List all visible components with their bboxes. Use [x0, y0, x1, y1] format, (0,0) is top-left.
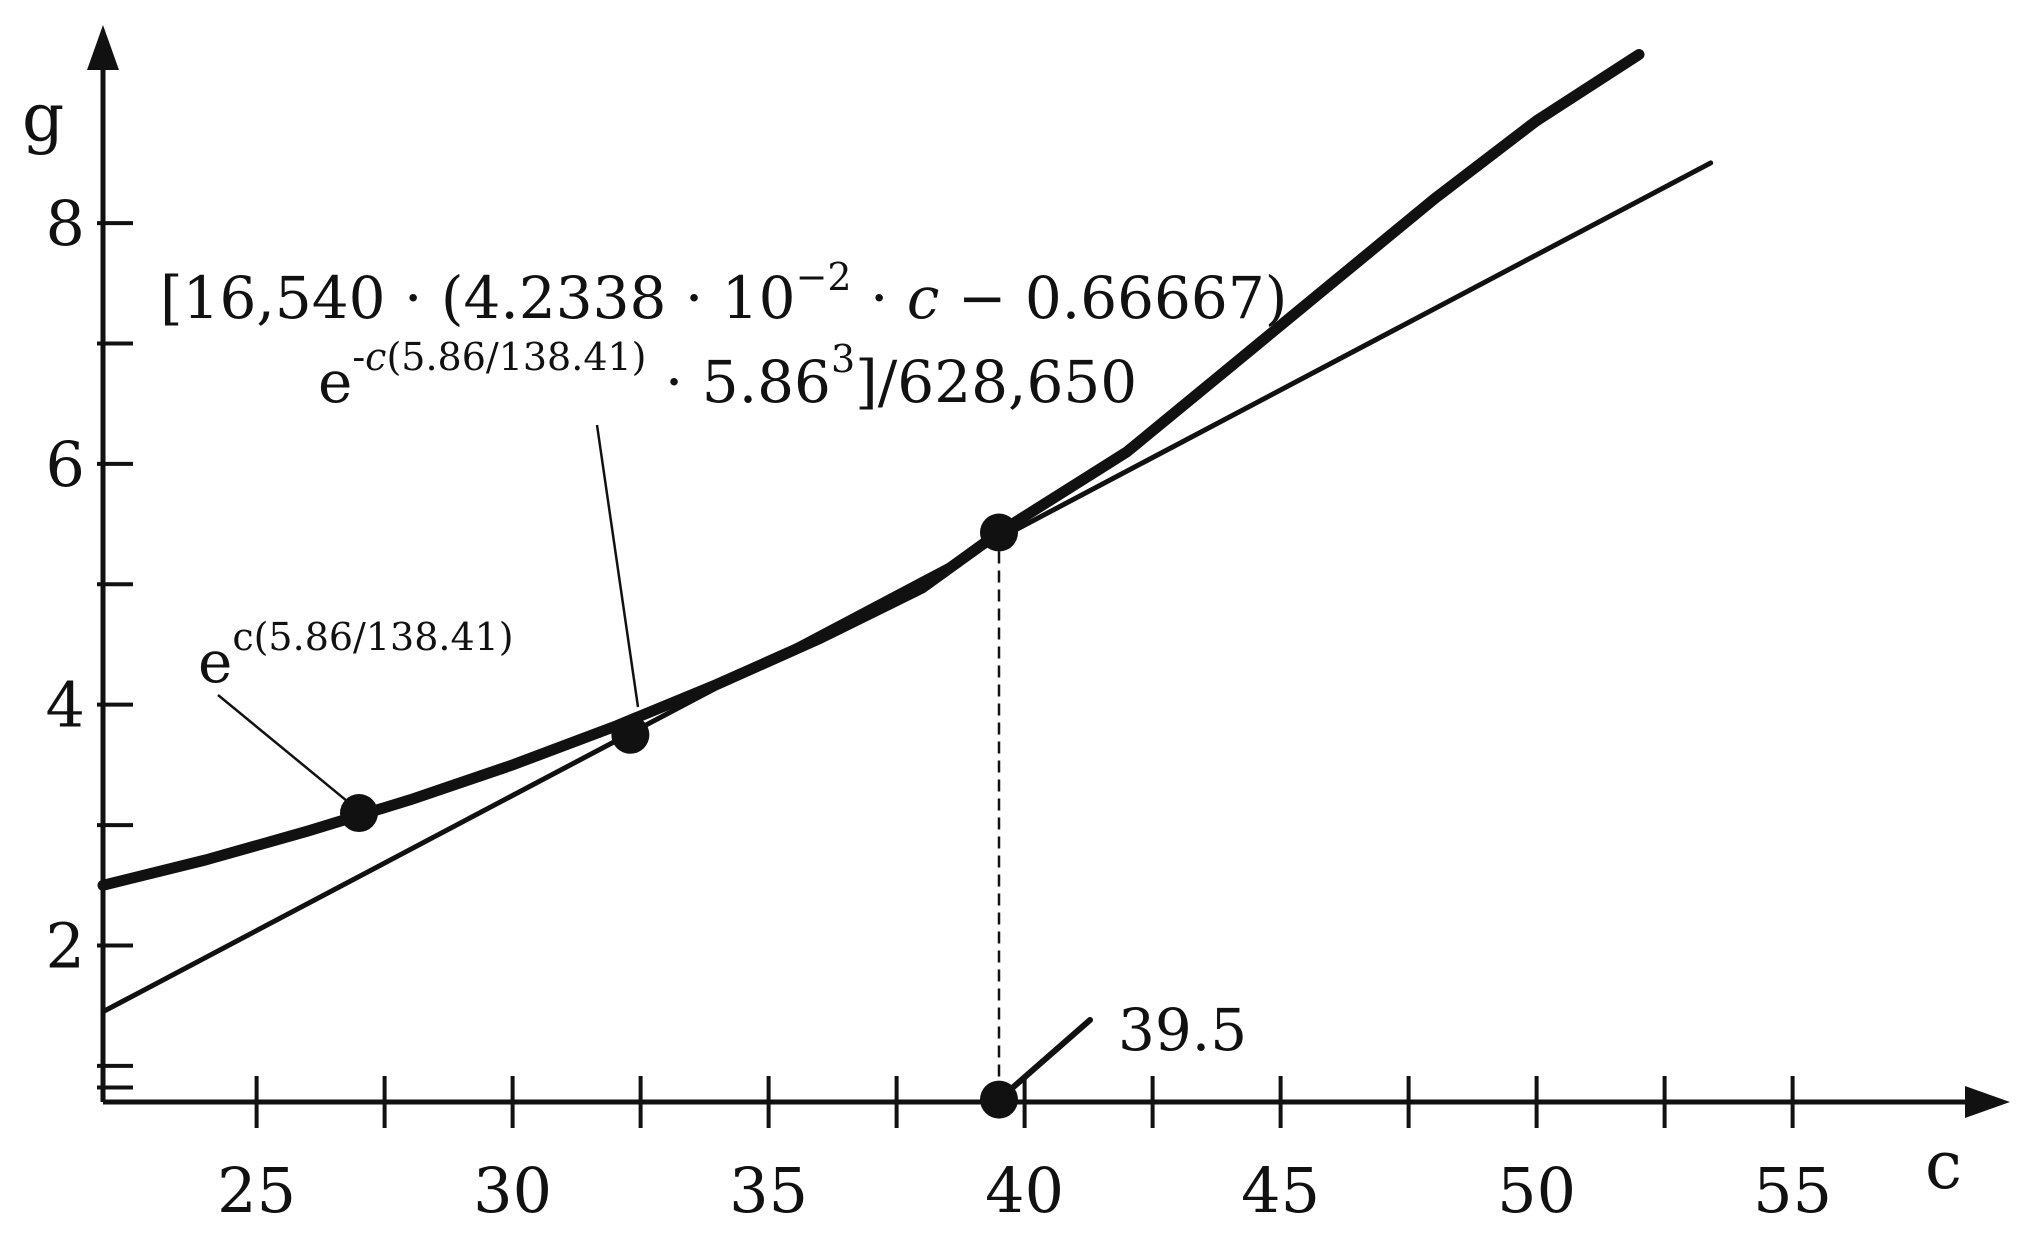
leader-lines — [217, 424, 1093, 1103]
tangent-label-e: e — [318, 348, 352, 416]
x-tick-label-35: 35 — [729, 1154, 808, 1227]
y-axis-arrow — [87, 25, 119, 70]
y-tick-label-2: 2 — [46, 909, 85, 982]
x-axis-label: c — [1925, 1127, 1962, 1204]
tangent-label-part-c: − 0.66667) · — [939, 264, 1324, 332]
x-tick-label-50: 50 — [1497, 1154, 1576, 1227]
tangent-label-line1: [16,540 · (4.2338 · 10−2 · c − 0.66667) … — [160, 255, 1324, 332]
tangent-label-leader — [595, 424, 640, 708]
tangent-label-mid: · 5.86 — [647, 348, 831, 416]
tangent-label-end: ]/628,650 — [855, 348, 1137, 416]
y-tick-label-8: 8 — [46, 187, 85, 260]
y-tick-label-6: 6 — [46, 428, 85, 501]
series-line-curve — [97, 49, 1645, 891]
series-line-tangent — [100, 160, 1714, 1015]
data-point-2 — [980, 513, 1018, 552]
x-axis-arrow — [1965, 1086, 2010, 1118]
tangent-label-exp-rest: (5.86/138.41) — [386, 335, 646, 379]
intersection-value-label: 39.5 — [1118, 996, 1247, 1064]
tangent-label-minus: - — [352, 335, 365, 379]
x-tick-label-55: 55 — [1753, 1154, 1832, 1227]
curve-label-exponent: c(5.86/138.41) — [232, 615, 513, 659]
tangent-label-exponent: −2 — [796, 255, 852, 299]
y-tick-label-4: 4 — [46, 669, 85, 742]
x-tick-label-45: 45 — [1241, 1154, 1320, 1227]
tangent-label-part-b: · — [852, 264, 907, 332]
data-point-1 — [611, 715, 650, 754]
x-tick-label-25: 25 — [217, 1154, 296, 1227]
series-group — [97, 49, 1714, 1015]
curve-label-leader — [217, 694, 348, 803]
curve-label: ec(5.86/138.41) — [198, 615, 514, 696]
tangent-label-exp-var: c — [365, 335, 386, 379]
tangent-label-cube: 3 — [831, 337, 855, 381]
data-point-0 — [340, 794, 378, 833]
tangent-label-part-a: [16,540 · (4.2338 · 10 — [160, 264, 796, 332]
x-tick-label-40: 40 — [985, 1154, 1064, 1227]
points-group — [340, 513, 1018, 1119]
tangent-label-var: c — [907, 264, 939, 332]
intersection-value-leader — [996, 1017, 1093, 1103]
tangent-label-line2: e-c(5.86/138.41) · 5.863]/628,650 — [318, 335, 1137, 416]
data-point-3 — [980, 1080, 1018, 1119]
x-tick-label-30: 30 — [473, 1154, 552, 1227]
y-axis-label: g — [22, 79, 64, 156]
axes: 25 30 35 40 45 50 55 2 4 6 8 — [46, 25, 2010, 1227]
curve-label-base: e — [198, 628, 232, 696]
